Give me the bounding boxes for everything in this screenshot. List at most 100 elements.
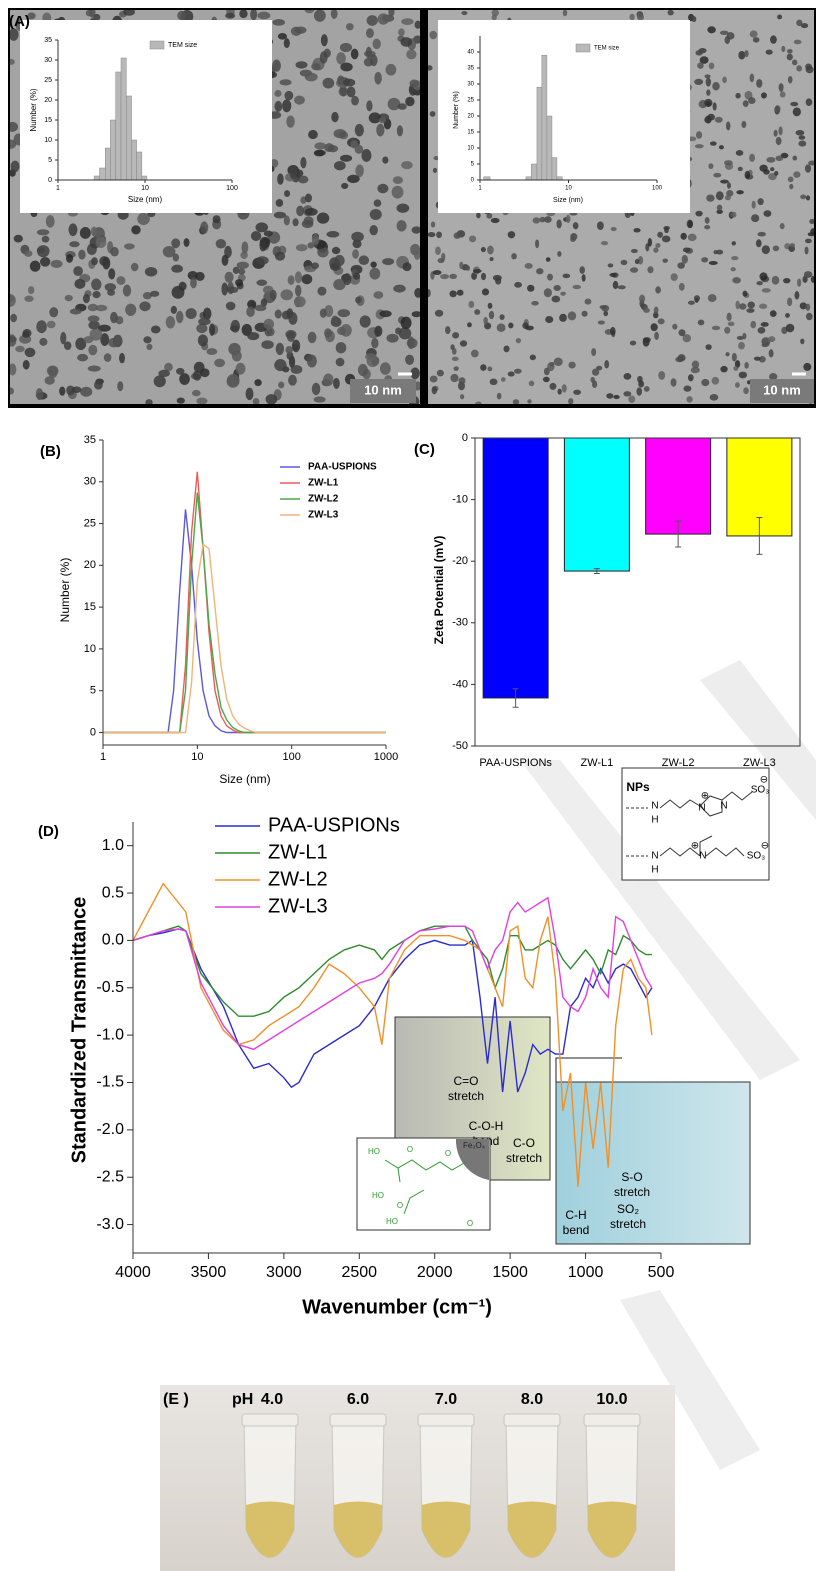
particle <box>78 249 86 260</box>
y-tick-label: 20 <box>84 559 96 571</box>
particle <box>466 265 471 271</box>
y-tick-label: 20 <box>467 114 474 120</box>
particle <box>304 72 318 82</box>
legend-label: ZW-L1 <box>268 841 328 863</box>
x-tick-label: 1000 <box>374 751 398 763</box>
structure-label: N <box>651 801 658 812</box>
particle <box>561 384 567 393</box>
particle <box>436 231 442 239</box>
particle <box>807 232 814 237</box>
particle <box>336 52 346 65</box>
x-axis-title: Size (nm) <box>219 772 270 786</box>
particle <box>162 245 176 258</box>
particle <box>376 123 385 137</box>
annotation: bend <box>563 1223 590 1237</box>
particle <box>346 86 356 98</box>
particle <box>255 222 269 233</box>
particle <box>476 212 481 219</box>
particle <box>192 370 202 381</box>
particle <box>758 356 766 363</box>
x-tick-label: PAA-USPIONs <box>479 757 552 769</box>
particle <box>527 399 532 404</box>
x-tick-label: 1 <box>478 186 482 192</box>
particle <box>610 227 617 232</box>
particle <box>557 251 562 257</box>
y-tick-label: 0 <box>471 178 475 184</box>
legend-swatch <box>149 40 165 50</box>
particle <box>795 129 805 136</box>
particle <box>725 121 731 131</box>
particle <box>808 160 814 166</box>
particle <box>734 382 740 388</box>
particle <box>731 241 736 246</box>
bond <box>699 835 713 856</box>
particle <box>528 380 535 387</box>
particle <box>639 294 646 303</box>
particle <box>480 364 487 371</box>
particle <box>259 239 267 252</box>
particle <box>91 278 102 291</box>
particle <box>68 223 78 237</box>
particle <box>480 272 487 281</box>
ph-label: pH <box>232 1391 253 1408</box>
particle <box>195 271 205 281</box>
particle <box>89 328 103 341</box>
particle <box>761 288 771 293</box>
y-tick-label: 5 <box>471 162 475 168</box>
y-tick-label: 35 <box>84 434 96 446</box>
y-tick-label: 0 <box>462 432 468 444</box>
particle <box>10 58 15 66</box>
particle <box>284 190 291 197</box>
particle <box>331 111 339 123</box>
legend-label: ZW-L2 <box>268 868 328 890</box>
structure-label: O <box>397 1201 403 1210</box>
particle <box>24 295 34 302</box>
particle <box>333 160 346 171</box>
particle <box>749 153 756 163</box>
particle <box>172 253 180 262</box>
particle <box>461 11 468 16</box>
particle <box>131 225 141 235</box>
particle <box>675 356 684 363</box>
particle <box>487 302 493 309</box>
particle <box>107 289 116 296</box>
particle <box>547 362 555 372</box>
annotation: C=O <box>453 1074 478 1088</box>
particle <box>682 334 692 343</box>
y-tick-label: -0.5 <box>96 979 124 996</box>
particle <box>46 320 56 329</box>
particle <box>724 195 731 201</box>
particle <box>59 386 66 396</box>
particle <box>489 257 494 262</box>
particle <box>231 350 242 362</box>
particle <box>532 217 541 224</box>
x-tick-label: 1000 <box>568 1264 604 1281</box>
panel-label: (C) <box>414 441 435 458</box>
particle <box>274 309 282 319</box>
particle <box>317 247 329 258</box>
particle <box>185 308 197 319</box>
y-tick-label: 5 <box>90 685 96 697</box>
particle <box>10 387 14 395</box>
annotation: stretch <box>506 1151 542 1165</box>
y-axis-title: Standardized Transmittance <box>68 897 90 1164</box>
particle <box>405 96 415 107</box>
particle <box>304 207 318 216</box>
particle <box>397 103 407 110</box>
particle <box>705 344 712 350</box>
particle <box>378 117 387 124</box>
y-tick-label: 25 <box>467 98 474 104</box>
particle <box>411 226 420 234</box>
particle <box>459 340 468 347</box>
particle <box>678 282 685 291</box>
particle <box>402 262 412 272</box>
particle <box>785 312 790 318</box>
particle <box>280 289 294 301</box>
particle <box>22 331 30 338</box>
particle <box>742 100 749 107</box>
particle <box>562 273 571 279</box>
particle <box>337 326 346 336</box>
particle <box>379 362 391 375</box>
particle <box>413 250 420 260</box>
particle <box>225 301 236 311</box>
